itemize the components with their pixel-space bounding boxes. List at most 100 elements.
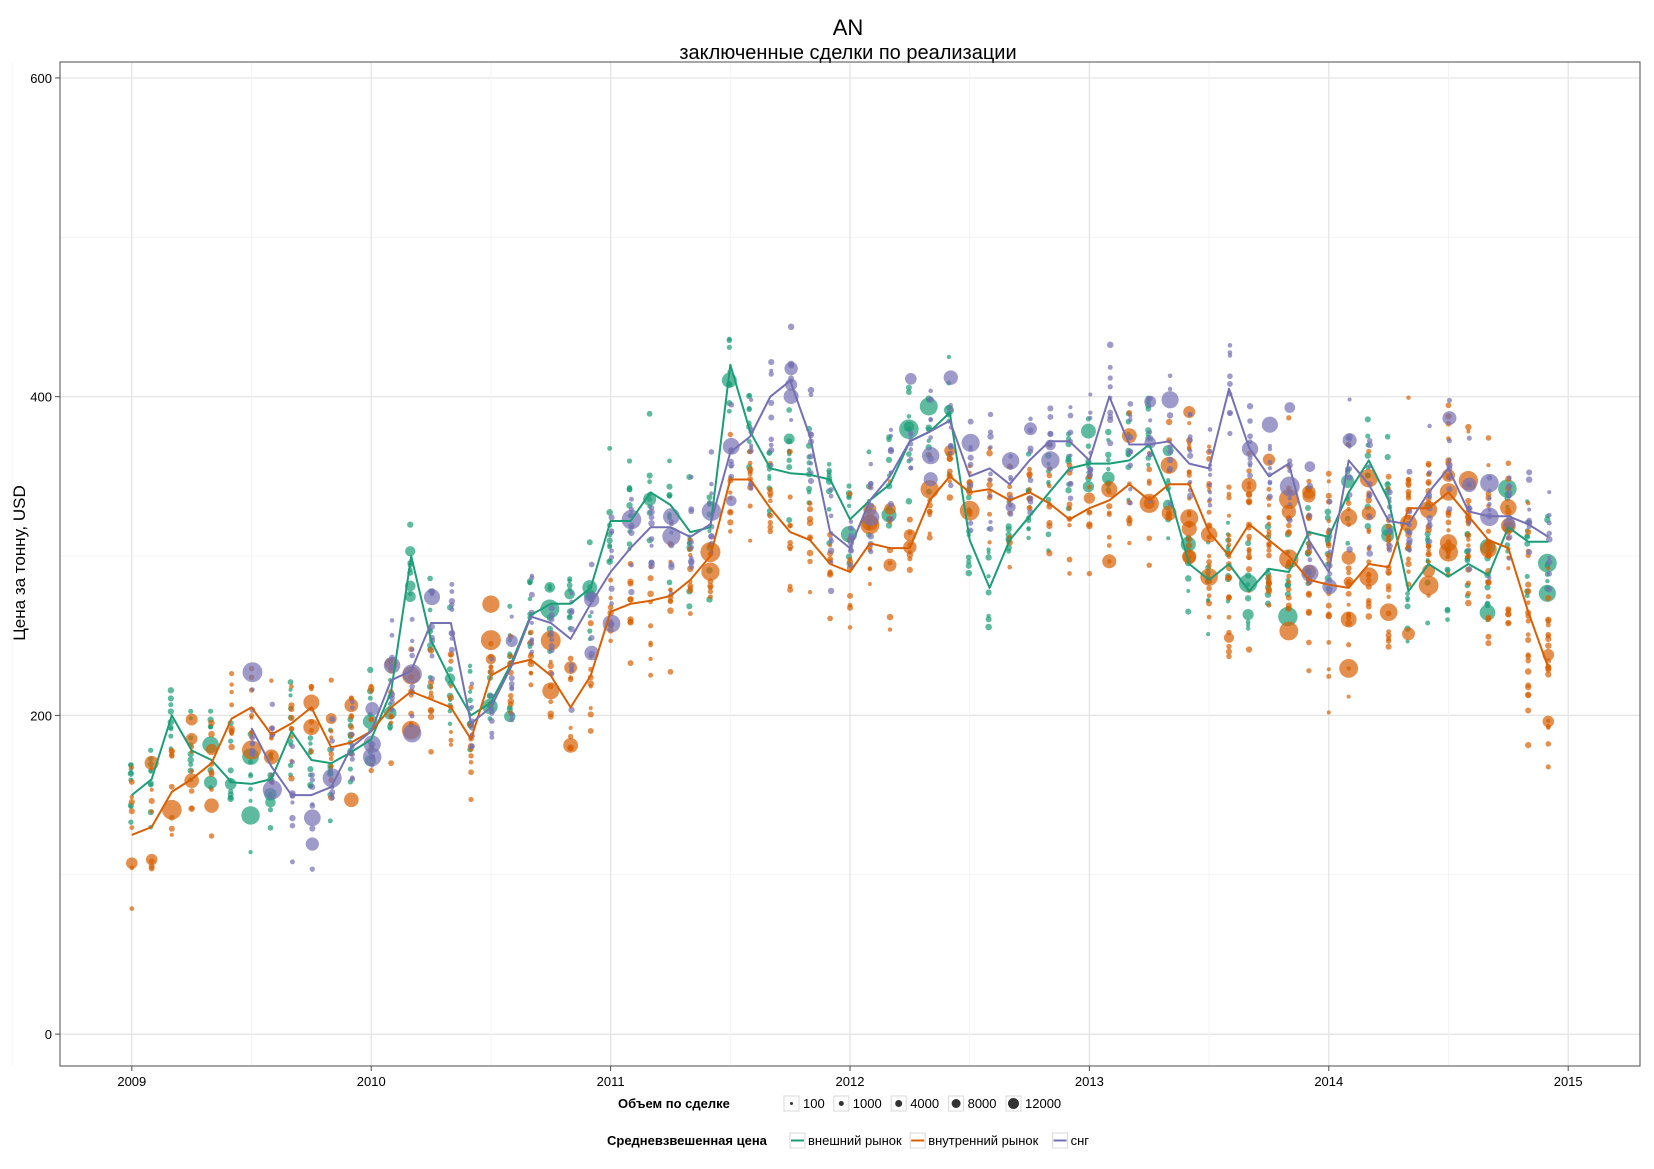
deal-point	[987, 489, 992, 495]
deal-point	[1365, 583, 1372, 590]
deal-point	[1105, 428, 1112, 436]
deal-point	[1146, 462, 1151, 467]
deal-point	[688, 557, 695, 565]
deal-point	[1241, 477, 1257, 493]
deal-point	[303, 809, 321, 827]
deal-point	[1546, 725, 1551, 730]
deal-point	[468, 769, 474, 776]
deal-point	[904, 372, 917, 385]
deal-point	[987, 429, 994, 435]
deal-point	[1426, 514, 1433, 522]
deal-point	[1128, 417, 1133, 422]
deal-point	[469, 743, 475, 750]
deal-point	[448, 652, 454, 658]
deal-point	[1226, 494, 1232, 501]
deal-point	[1480, 541, 1497, 558]
deal-point	[489, 710, 495, 716]
deal-point	[1266, 521, 1272, 526]
deal-point	[662, 527, 681, 546]
deal-point	[467, 697, 473, 704]
deal-point	[1385, 643, 1392, 650]
deal-point	[1066, 501, 1073, 508]
deal-point	[1345, 590, 1352, 597]
size-legend-label: 8000	[968, 1096, 997, 1111]
deal-point	[688, 474, 694, 480]
deal-point	[847, 602, 853, 608]
deal-point	[1307, 557, 1313, 563]
deal-point	[1227, 343, 1233, 348]
deal-point	[1384, 433, 1391, 440]
deal-point	[1086, 570, 1093, 577]
deal-point	[227, 795, 234, 803]
deal-point	[448, 646, 455, 653]
deal-point	[1485, 615, 1492, 622]
deal-point	[1342, 433, 1357, 448]
deal-point	[1266, 493, 1273, 500]
deal-point	[1366, 529, 1372, 535]
deal-point	[547, 586, 553, 592]
deal-point	[1007, 484, 1013, 490]
deal-point	[1485, 549, 1492, 556]
size-legend-label: 1000	[853, 1096, 882, 1111]
size-legend-point	[790, 1102, 793, 1105]
deal-point	[588, 706, 593, 711]
deal-point	[1246, 548, 1252, 554]
deal-point	[946, 455, 953, 462]
deal-point	[1326, 710, 1331, 715]
deal-point	[542, 682, 560, 700]
deal-point	[847, 625, 853, 630]
deal-point	[185, 732, 198, 745]
deal-point	[307, 766, 314, 773]
deal-point	[548, 647, 555, 654]
deal-point	[868, 461, 874, 467]
deal-point	[329, 789, 336, 796]
deal-point	[1506, 566, 1511, 571]
deal-point	[707, 528, 712, 534]
deal-point	[688, 506, 695, 513]
deal-point	[807, 558, 813, 565]
deal-point	[647, 575, 654, 582]
deal-point	[1405, 482, 1412, 488]
deal-point	[1186, 469, 1192, 475]
deal-point	[1026, 535, 1031, 541]
deal-point	[1267, 443, 1272, 448]
deal-point	[204, 798, 219, 813]
deal-point	[826, 506, 832, 512]
deal-point	[428, 685, 434, 690]
deal-point	[1107, 559, 1112, 564]
deal-point	[1246, 566, 1253, 573]
deal-point	[308, 741, 313, 746]
deal-point	[569, 591, 574, 596]
deal-point	[389, 632, 395, 638]
deal-point	[807, 589, 813, 595]
deal-point	[249, 747, 256, 754]
deal-point	[488, 718, 495, 724]
deal-point	[287, 679, 294, 685]
deal-point	[169, 832, 174, 837]
deal-point	[1041, 451, 1060, 470]
deal-point	[907, 530, 913, 536]
deal-point	[529, 573, 534, 578]
deal-point	[1226, 614, 1232, 620]
deal-point	[888, 427, 894, 433]
deal-point	[1466, 552, 1471, 557]
deal-point	[1186, 535, 1193, 543]
deal-point	[167, 695, 174, 702]
deal-point	[768, 436, 775, 443]
deal-point	[827, 569, 833, 574]
deal-point	[967, 520, 974, 526]
deal-point	[868, 484, 874, 491]
deal-point	[1106, 534, 1112, 540]
deal-point	[749, 443, 754, 448]
deal-point	[708, 533, 715, 540]
deal-point	[1080, 423, 1096, 439]
deal-point	[648, 520, 655, 527]
deal-point	[668, 587, 673, 592]
deal-point	[907, 549, 913, 555]
deal-point	[988, 519, 993, 525]
deal-point	[1325, 492, 1332, 499]
deal-point	[547, 662, 554, 670]
deal-point	[948, 406, 954, 413]
deal-point	[241, 806, 260, 825]
deal-point	[1107, 490, 1112, 495]
